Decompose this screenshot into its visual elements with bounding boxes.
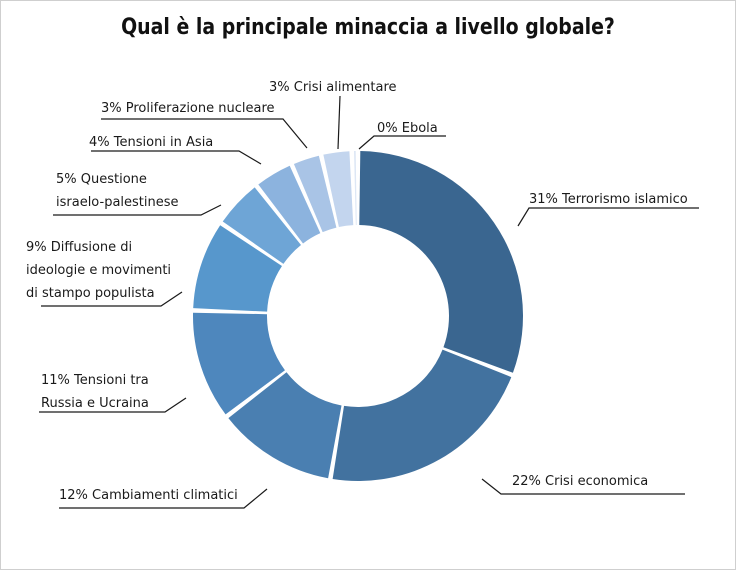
donut-slice-0 xyxy=(359,151,523,373)
donut-slice-6 xyxy=(258,165,321,244)
leader-line-7 xyxy=(101,118,308,149)
leader-line-6 xyxy=(91,150,262,165)
donut-slice-5 xyxy=(222,187,302,264)
slice-label-1-line-0: 22% Crisi economica xyxy=(512,474,648,489)
slice-label-9-line-0: 0% Ebola xyxy=(377,121,438,136)
slice-label-5-line-0: 5% Questione xyxy=(56,172,147,187)
slice-label-4-line-1: ideologie e movimenti xyxy=(26,263,171,278)
slice-label-5-line-1: israelo-palestinese xyxy=(56,195,179,210)
donut-slice-9 xyxy=(354,151,357,226)
slice-label-3-line-0: 11% Tensioni tra xyxy=(41,373,149,388)
donut-slice-4 xyxy=(193,225,282,312)
slice-label-3-line-1: Russia e Ucraina xyxy=(41,396,149,411)
donut-slice-8 xyxy=(323,151,354,228)
leader-line-5 xyxy=(53,204,222,216)
leader-line-9 xyxy=(358,135,446,150)
slices-group xyxy=(192,151,523,482)
leader-line-8 xyxy=(337,95,341,150)
slice-label-2-line-0: 12% Cambiamenti climatici xyxy=(59,488,238,503)
slice-label-4-line-2: di stampo populista xyxy=(26,286,155,301)
donut-slice-2 xyxy=(228,372,342,479)
leader-line-4 xyxy=(41,291,183,307)
donut-slice-1 xyxy=(332,349,512,482)
leader-line-0 xyxy=(517,207,699,227)
slice-label-8-line-0: 3% Crisi alimentare xyxy=(269,80,397,95)
slice-label-0-line-0: 31% Terrorismo islamico xyxy=(529,192,688,207)
donut-slice-7 xyxy=(293,155,337,233)
labels-group: 31% Terrorismo islamico 22% Crisi economi… xyxy=(26,80,699,509)
slice-label-4-line-0: 9% Diffusione di xyxy=(26,240,132,255)
leader-line-1 xyxy=(481,478,685,495)
chart-title: Qual è la principale minaccia a livello … xyxy=(121,15,615,40)
leader-line-2 xyxy=(59,488,268,509)
slice-label-7-line-0: 3% Proliferazione nucleare xyxy=(101,101,275,116)
slice-label-6-line-0: 4% Tensioni in Asia xyxy=(89,135,213,150)
leader-line-3 xyxy=(39,397,187,413)
donut-slice-3 xyxy=(192,312,285,415)
